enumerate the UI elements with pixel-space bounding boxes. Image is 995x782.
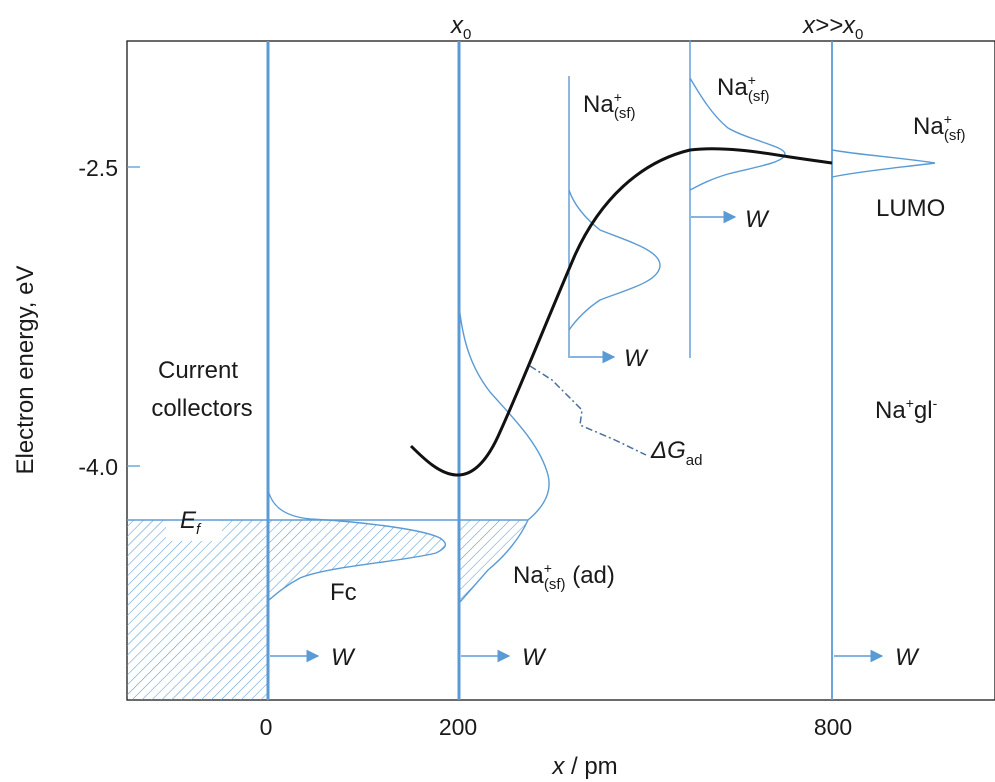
- w-label-4: W: [624, 345, 649, 372]
- top-label-far: x>>x0: [802, 12, 863, 43]
- y-tick-label-2: -4.0: [78, 454, 118, 480]
- sf-dos-curve-2: [689, 77, 786, 191]
- ad-dos-curve: [458, 304, 550, 603]
- energy-profile-curve: [409, 147, 833, 477]
- w-label-3: W: [895, 644, 920, 671]
- fc-dos-curve: [267, 489, 447, 601]
- na-sf-label-2: Na+ (sf): [717, 72, 770, 105]
- ad-dos-hatch: [460, 520, 528, 602]
- collector-hatch-area: [127, 520, 267, 700]
- x-tick-label-0: 0: [260, 714, 273, 740]
- w-label-5: W: [745, 206, 770, 233]
- x-tick-label-200: 200: [439, 714, 477, 740]
- fc-label: Fc: [330, 579, 357, 606]
- na-gl-label: Na+gl-: [875, 395, 938, 424]
- x-tick-label-800: 800: [814, 714, 852, 740]
- fermi-level-label: Ef: [180, 507, 202, 538]
- plot-frame: [126, 40, 995, 701]
- top-label-x0: x0: [450, 12, 471, 43]
- y-tick-label-1: -2.5: [78, 155, 118, 181]
- current-collectors-label-line1: Current: [158, 357, 238, 384]
- delta-g-label: ΔGad: [650, 437, 702, 469]
- delta-g-pointer: [529, 365, 647, 456]
- x-axis-label: x / pm: [551, 753, 617, 780]
- w-label-1: W: [331, 644, 356, 671]
- fc-dos-hatch: [269, 520, 446, 600]
- w-label-2: W: [522, 644, 547, 671]
- na-ad-label: Na+ (sf) (ad): [513, 560, 615, 593]
- lumo-label: LUMO: [876, 195, 945, 222]
- na-sf-label-1: Na+ (sf): [583, 89, 636, 122]
- current-collectors-label-line2: collectors: [151, 395, 252, 422]
- na-sf-label-3: Na+ (sf): [913, 111, 966, 144]
- sf-dos-curve-3: [831, 149, 936, 178]
- sf-dos-curve-1: [568, 189, 661, 331]
- y-axis-label: Electron energy, eV: [12, 265, 39, 474]
